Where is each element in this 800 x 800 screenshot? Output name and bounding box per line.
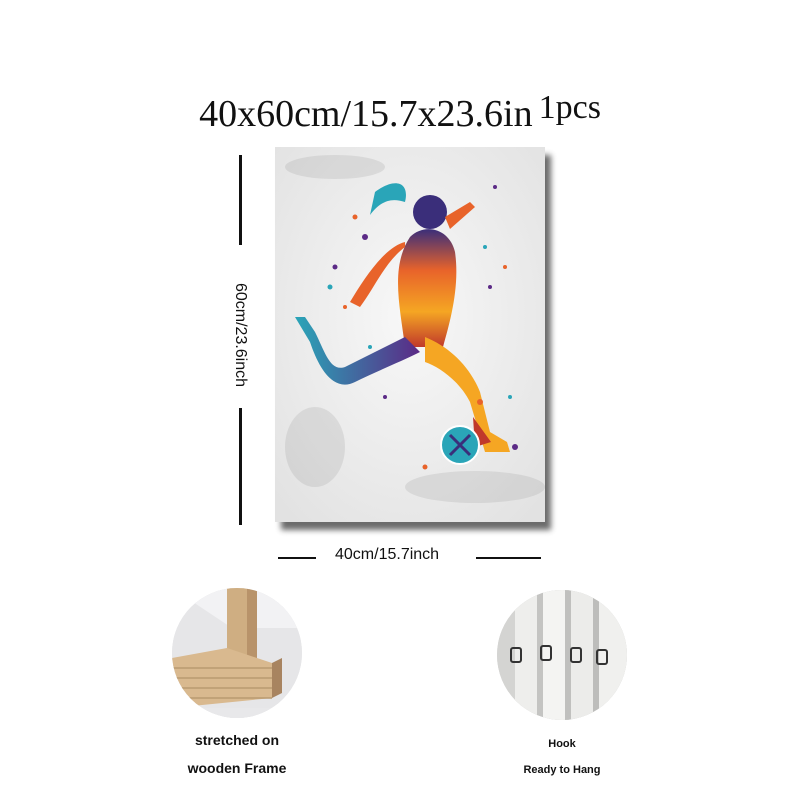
quantity-text: 1pcs (538, 89, 601, 126)
width-dimension-label: 40cm/15.7inch (335, 546, 440, 563)
artwork-canvas (275, 147, 545, 522)
hook-caption-line1: Hook (548, 738, 576, 750)
size-text: 40x60cm/15.7x23.6in (199, 93, 533, 135)
canvas-print (275, 147, 551, 530)
height-dimension-line-bottom (239, 408, 242, 525)
hook-detail-image (497, 590, 627, 720)
wooden-frame-icon (172, 588, 302, 718)
frame-caption-line2: wooden Frame (187, 760, 287, 776)
hook-icon (497, 590, 627, 720)
height-dimension-label: 60cm/23.6inch (232, 282, 249, 388)
width-dimension-line-left (278, 557, 316, 559)
wooden-frame-detail-image (172, 588, 302, 718)
height-dimension-line-top (239, 155, 242, 245)
soccer-player-artwork (275, 147, 545, 522)
product-size-title: 40x60cm/15.7x23.6in 1pcs (0, 89, 800, 136)
frame-caption-line1: stretched on (194, 732, 279, 748)
width-dimension-line-right (476, 557, 541, 559)
hook-caption-line2: Ready to Hang (523, 764, 601, 776)
